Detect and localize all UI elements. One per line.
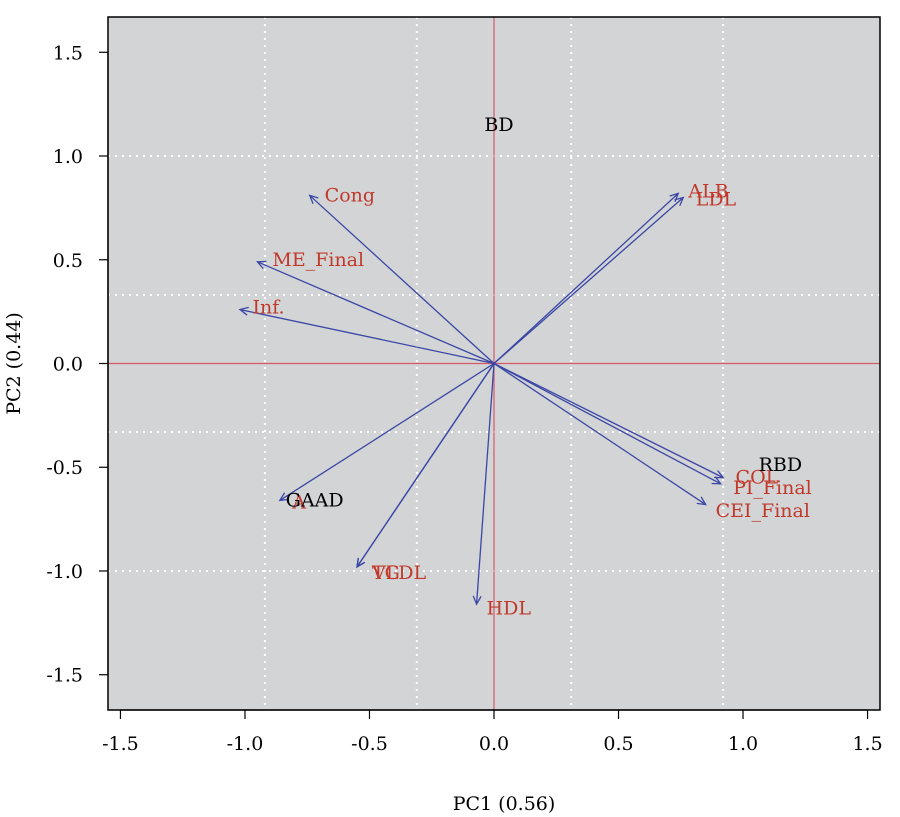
loading-arrows bbox=[238, 192, 725, 606]
loading-label-pi-final: PI_Final bbox=[733, 477, 812, 499]
x-axis: -1.5 -1.0 -0.5 0.0 0.5 1.0 1.5 bbox=[102, 709, 883, 755]
loading-arrow-ldl bbox=[493, 197, 684, 364]
loading-label-cei-final: CEI_Final bbox=[716, 500, 810, 522]
x-tick-label: -0.5 bbox=[351, 733, 388, 755]
arrowhead-inf- bbox=[238, 306, 249, 316]
loading-arrow-cong bbox=[309, 194, 495, 364]
group-label-bd: BD bbox=[484, 114, 513, 136]
y-tick-label: -0.5 bbox=[46, 457, 83, 479]
y-tick-label: 1.0 bbox=[53, 146, 83, 168]
x-tick-label: 0.0 bbox=[479, 733, 509, 755]
y-tick-label: 0.0 bbox=[53, 354, 83, 376]
y-tick-label: -1.0 bbox=[46, 561, 83, 583]
arrowhead-pi-final bbox=[711, 476, 722, 485]
loading-arrow-inf- bbox=[239, 308, 495, 365]
group-labels: BD RBD GAAD bbox=[286, 114, 802, 512]
arrowhead-me-final bbox=[256, 260, 267, 270]
loading-arrow-hdl bbox=[475, 363, 495, 605]
y-tick-label: 1.5 bbox=[53, 42, 83, 64]
arrowhead-ldl bbox=[674, 196, 685, 207]
y-tick-label: -1.5 bbox=[46, 665, 83, 687]
x-tick-label: 0.5 bbox=[603, 733, 633, 755]
y-axis: -1.5 -1.0 -0.5 0.0 0.5 1.0 1.5 bbox=[46, 42, 109, 687]
loading-label-alb: ALB bbox=[687, 180, 728, 202]
loading-arrow-a bbox=[279, 362, 495, 501]
loading-label-col: COL bbox=[736, 467, 779, 489]
x-tick-label: -1.0 bbox=[227, 733, 264, 755]
y-axis-title: PC2 (0.44) bbox=[3, 312, 25, 415]
loading-arrow-cei-final bbox=[493, 362, 707, 506]
loading-label-me-final: ME_Final bbox=[272, 249, 364, 271]
loading-label-hdl: HDL bbox=[487, 597, 532, 619]
loading-label-a: A bbox=[291, 492, 306, 514]
x-tick-label: 1.0 bbox=[728, 733, 758, 755]
loading-arrow-alb bbox=[493, 192, 679, 364]
x-tick-label: -1.5 bbox=[102, 733, 139, 755]
arrowhead-vldl bbox=[356, 557, 366, 569]
arrowhead-a bbox=[278, 492, 289, 502]
arrowhead-cong bbox=[308, 194, 319, 205]
y-tick-label: 0.5 bbox=[53, 250, 83, 272]
loading-label-ldl: LDL bbox=[696, 189, 737, 211]
group-label-gaad: GAAD bbox=[286, 489, 344, 511]
loading-arrow-col bbox=[493, 362, 724, 479]
loading-arrow-pi-final bbox=[493, 362, 721, 485]
loading-label-tg: TG bbox=[372, 562, 400, 584]
x-axis-title: PC1 (0.56) bbox=[453, 793, 556, 815]
x-tick-label: 1.5 bbox=[852, 733, 882, 755]
arrowhead-col bbox=[714, 470, 725, 479]
loading-arrow-vldl bbox=[356, 363, 495, 568]
loading-label-cong: Cong bbox=[325, 184, 375, 206]
loading-label-vldl: VLDL bbox=[371, 562, 427, 584]
loading-label-inf-: Inf. bbox=[252, 296, 284, 318]
arrowhead-hdl bbox=[472, 595, 482, 606]
group-label-rbd: RBD bbox=[759, 454, 803, 476]
loading-arrow-me-final bbox=[257, 261, 495, 365]
arrowhead-cei-final bbox=[696, 496, 707, 506]
